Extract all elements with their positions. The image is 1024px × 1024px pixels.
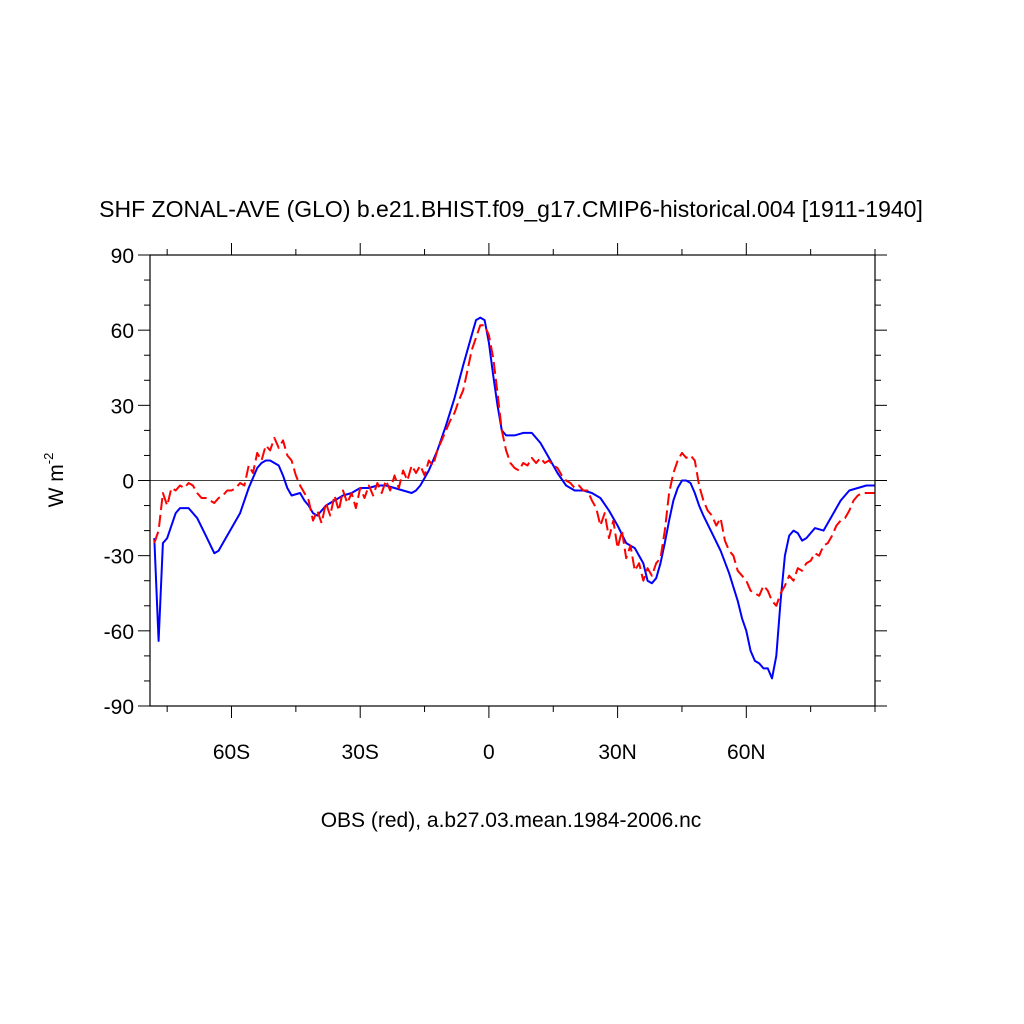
y-tick-label: 30 xyxy=(111,395,134,418)
x-tick-label: 30S xyxy=(342,741,379,764)
x-axis-title: OBS (red), a.b27.03.mean.1984-2006.nc xyxy=(321,809,702,832)
chart-title: SHF ZONAL-AVE (GLO) b.e21.BHIST.f09_g17.… xyxy=(99,196,923,222)
y-tick-label: 0 xyxy=(122,471,134,494)
y-tick-label: -30 xyxy=(104,546,134,569)
x-tick-label: 60S xyxy=(213,741,250,764)
x-tick-label: 0 xyxy=(483,741,495,764)
x-tick-label: 30N xyxy=(598,741,637,764)
y-axis-title: W m-2 xyxy=(41,453,68,508)
y-tick-label: 90 xyxy=(111,245,134,268)
series-line-obs xyxy=(153,324,875,607)
y-tick-label: -90 xyxy=(104,696,134,719)
series-line-model xyxy=(153,316,875,680)
x-tick-label: 60N xyxy=(727,741,766,764)
svg-text:W m-2: W m-2 xyxy=(41,453,68,508)
plot-area: 90 60 30 0 -30 -60 -90 60S 30S 0 30N 60N xyxy=(104,243,887,764)
y-axis-label-superscript: -2 xyxy=(41,453,56,465)
y-axis-label: W m xyxy=(45,464,68,507)
y-tick-label: 60 xyxy=(111,320,134,343)
y-tick-label: -60 xyxy=(104,621,134,644)
